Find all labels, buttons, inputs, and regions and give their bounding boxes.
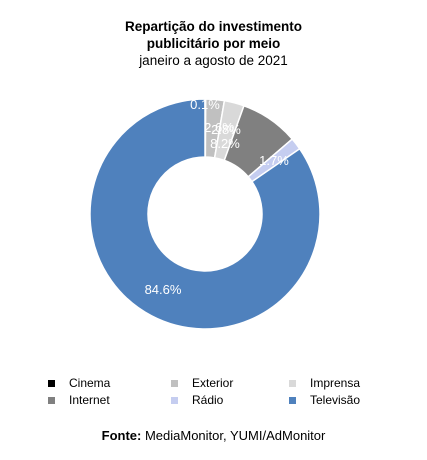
data-label-televisao: 84.6%: [145, 282, 182, 297]
data-label-radio: 1.7%: [259, 153, 289, 168]
legend-swatch-exterior: [171, 379, 178, 387]
legend-swatch-televisao: [289, 396, 296, 404]
legend-swatch-internet: [48, 396, 55, 404]
chart-title: Repartição do investimento publicitário …: [0, 18, 427, 52]
legend-label-radio: Rádio: [192, 393, 224, 407]
chart-title-line-1: Repartição do investimento: [124, 19, 303, 34]
data-label-imprensa: 2.8%: [211, 122, 241, 137]
chart-title-line-2: publicitário por meio: [146, 36, 281, 51]
data-label-internet: 8.2%: [210, 136, 240, 151]
legend-label-televisao: Televisão: [310, 393, 361, 407]
legend-label-internet: Internet: [69, 393, 110, 407]
source-label: Fonte:: [101, 428, 142, 443]
legend-item-televisao: Televisão: [289, 393, 389, 407]
legend-item-imprensa: Imprensa: [289, 376, 389, 390]
legend-swatch-cinema: [48, 379, 55, 387]
legend-label-imprensa: Imprensa: [310, 376, 361, 390]
source-text: MediaMonitor, YUMI/AdMonitor: [144, 428, 326, 443]
legend-label-exterior: Exterior: [192, 376, 234, 390]
chart-subtitle: janeiro a agosto de 2021: [139, 53, 288, 68]
legend-swatch-imprensa: [289, 379, 296, 387]
legend-label-cinema: Cinema: [69, 376, 111, 390]
source-note: Fonte: MediaMonitor, YUMI/AdMonitor: [0, 428, 427, 443]
legend-item-internet: Internet: [48, 393, 171, 407]
legend-item-exterior: Exterior: [171, 376, 289, 390]
chart-legend: Cinema Exterior Imprensa Internet Rádio …: [48, 376, 388, 407]
legend-item-cinema: Cinema: [48, 376, 171, 390]
legend-item-radio: Rádio: [171, 393, 289, 407]
data-label-exterior: 2.6%: [204, 120, 234, 135]
slice-televisao: [89, 98, 321, 330]
data-label-cinema: 0.1%: [190, 97, 220, 112]
legend-swatch-radio: [171, 396, 178, 404]
donut-chart: 0.1% 2.6%2.8%8.2% 1.7% 84.6%: [89, 97, 321, 330]
